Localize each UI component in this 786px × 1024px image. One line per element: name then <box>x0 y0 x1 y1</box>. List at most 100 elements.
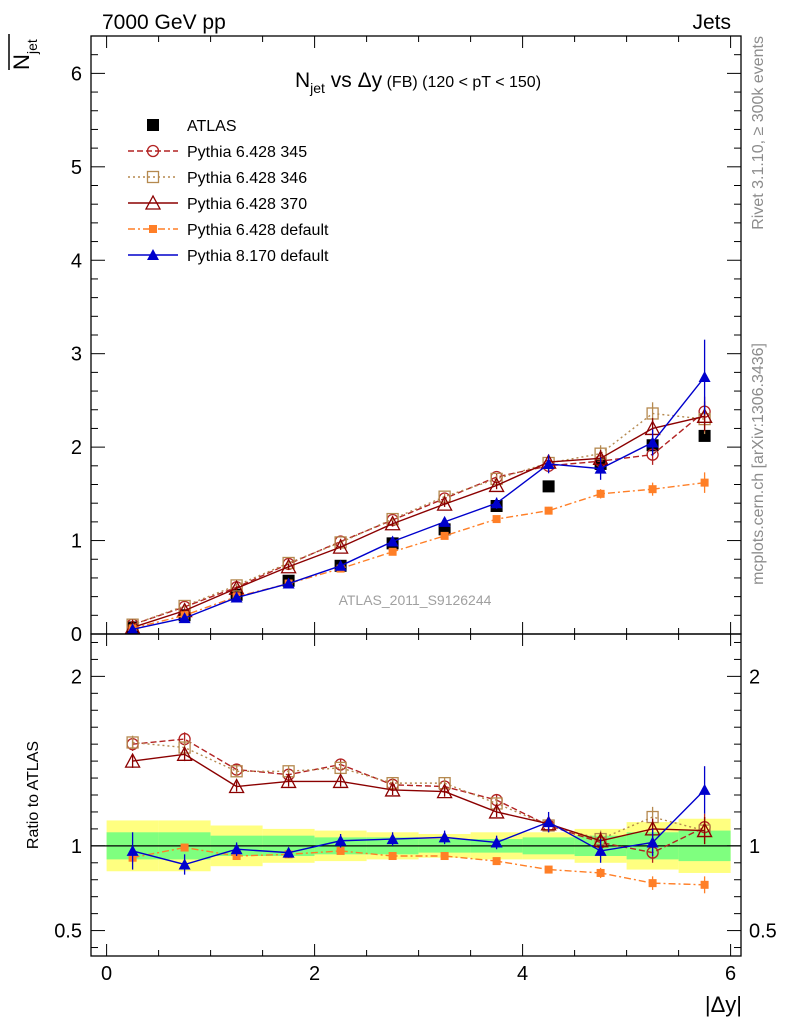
data-point-pythia-8-170-default <box>230 591 243 603</box>
data-point-pythia-6-428-370 <box>488 477 505 493</box>
legend-label-pythia-6-428-346: Pythia 6.428 346 <box>187 170 307 187</box>
ratio-point-pythia-6-428-370 <box>436 783 453 799</box>
x-tick-label: 6 <box>725 963 736 985</box>
y-axis-label-sub: jet <box>24 39 40 55</box>
header-right: Jets <box>692 11 731 34</box>
ratio-point-pythia-6-428-370 <box>488 803 505 819</box>
ratio-point-pythia-8-170-default <box>178 858 191 870</box>
data-point-pythia-8-170-default <box>282 577 295 589</box>
data-point-pythia-8-170-default <box>646 436 659 448</box>
ratio-point-pythia-6-428-default <box>388 852 397 861</box>
ratio-point-pythia-6-428-default <box>492 857 501 866</box>
y-tick-label: 2 <box>71 437 82 459</box>
ratio-point-pythia-8-170-default <box>490 836 503 848</box>
ratio-point-pythia-6-428-370 <box>696 822 713 838</box>
ratio-point-pythia-8-170-default <box>542 816 555 828</box>
title-vs: vs Δy <box>325 69 383 92</box>
data-point-pythia-6-428-default <box>492 515 501 524</box>
data-point-pythia-6-428-default <box>648 485 657 494</box>
y-tick-label: 1 <box>71 531 82 553</box>
legend-marker-pythia-8-170-default <box>147 249 159 260</box>
ratio-y-tick-label-right: 2 <box>749 666 760 688</box>
chart-title: Njet vs Δy (FB) (120 < pT < 150) <box>295 69 541 96</box>
ratio-point-pythia-8-170-default <box>698 783 711 795</box>
y-tick-label: 0 <box>71 624 82 646</box>
y-axis-label-main: N <box>9 54 34 70</box>
ratio-point-pythia-6-428-370 <box>332 773 349 789</box>
title-range: (120 < pT < 150) <box>418 74 541 91</box>
y-tick-label: 3 <box>71 344 82 366</box>
ratio-point-pythia-8-170-default <box>386 833 399 845</box>
ratio-line-pythia-6-428-370 <box>132 753 705 842</box>
legend-label-pythia-8-170-default: Pythia 8.170 default <box>187 248 329 265</box>
legend-marker-pythia-6-428-345 <box>146 144 160 158</box>
analysis-watermark: ATLAS_2011_S9126244 <box>339 592 492 608</box>
data-point-atlas <box>698 429 711 442</box>
series-line-pythia-6-428-default <box>132 481 705 630</box>
data-point-pythia-6-428-370 <box>280 558 297 574</box>
ratio-y-tick-label: 1 <box>71 836 82 858</box>
ratio-point-pythia-8-170-default <box>126 844 139 856</box>
data-point-atlas <box>542 480 555 493</box>
y-tick-label: 6 <box>71 63 82 85</box>
main-panel <box>124 339 713 635</box>
x-tick-label: 0 <box>101 963 112 985</box>
ratio-line-pythia-6-428-346 <box>132 741 705 840</box>
ratio-point-pythia-8-170-default <box>646 836 659 848</box>
data-point-pythia-6-428-default <box>700 478 709 487</box>
legend-marker-pythia-6-428-default <box>149 225 157 233</box>
y-axis-label: N jet <box>8 34 40 70</box>
series-line-pythia-6-428-370 <box>132 415 705 629</box>
legend-label-pythia-6-428-345: Pythia 6.428 345 <box>187 144 307 161</box>
data-point-pythia-6-428-default <box>544 506 553 515</box>
mcplots-text: mcplots.cern.ch [arXiv:1306.3436] <box>750 343 767 585</box>
ratio-point-pythia-8-170-default <box>594 844 607 856</box>
data-point-pythia-8-170-default <box>178 612 191 624</box>
series-line-pythia-6-428-346 <box>132 412 705 626</box>
data-point-pythia-8-170-default <box>698 371 711 383</box>
ratio-y-tick-label-right: 0.5 <box>749 921 777 943</box>
ratio-point-pythia-6-428-370 <box>124 752 141 768</box>
ratio-point-pythia-6-428-default <box>440 852 449 861</box>
data-point-pythia-6-428-default <box>388 547 397 556</box>
ratio-y-tick-label: 2 <box>71 666 82 688</box>
ratio-point-pythia-8-170-default <box>334 834 347 846</box>
header-left: 7000 GeV pp <box>102 11 226 34</box>
ratio-point-pythia-6-428-346 <box>230 765 243 778</box>
ratio-point-pythia-6-428-346 <box>126 736 139 749</box>
x-tick-label: 2 <box>309 963 320 985</box>
data-point-pythia-6-428-370 <box>696 407 713 423</box>
series-line-pythia-8-170-default <box>132 376 706 631</box>
ratio-point-pythia-6-428-370 <box>228 778 245 794</box>
data-point-pythia-8-170-default <box>490 497 503 509</box>
data-point-pythia-6-428-default <box>440 531 449 540</box>
legend: ATLAS Pythia 6.428 345 Pythia 6.428 346 Pyt… <box>128 118 329 265</box>
data-point-pythia-6-428-370 <box>436 495 453 511</box>
title-n: N <box>295 69 310 92</box>
x-tick-label: 4 <box>517 963 528 985</box>
legend-marker-pythia-6-428-346 <box>146 170 160 184</box>
ratio-point-pythia-6-428-default <box>180 843 189 852</box>
ratio-point-pythia-8-170-default <box>230 843 243 855</box>
series-line-pythia-6-428-345 <box>132 411 706 626</box>
data-point-pythia-6-428-370 <box>384 515 401 531</box>
ratio-point-pythia-6-428-default <box>544 865 553 874</box>
ratio-point-pythia-6-428-default <box>700 880 709 889</box>
ratio-point-pythia-6-428-default <box>596 868 605 877</box>
data-point-pythia-8-170-default <box>334 559 347 571</box>
y-tick-label: 5 <box>71 157 82 179</box>
data-point-pythia-8-170-default <box>126 623 139 635</box>
ratio-y-label: Ratio to ATLAS <box>25 741 42 849</box>
rivet-version-text: Rivet 3.1.10, ≥ 300k events <box>750 36 767 230</box>
legend-label-atlas: ATLAS <box>187 118 237 135</box>
data-point-pythia-8-170-default <box>438 515 451 527</box>
title-n-sub: jet <box>309 80 325 96</box>
ratio-line-pythia-6-428-345 <box>132 738 705 854</box>
ratio-line-pythia-8-170-default <box>132 789 706 866</box>
title-fb: (FB) <box>382 74 418 91</box>
ratio-point-pythia-6-428-default <box>648 879 657 888</box>
ratio-point-pythia-8-170-default <box>438 831 451 843</box>
ratio-panel <box>91 732 741 894</box>
legend-marker-atlas <box>147 119 159 131</box>
